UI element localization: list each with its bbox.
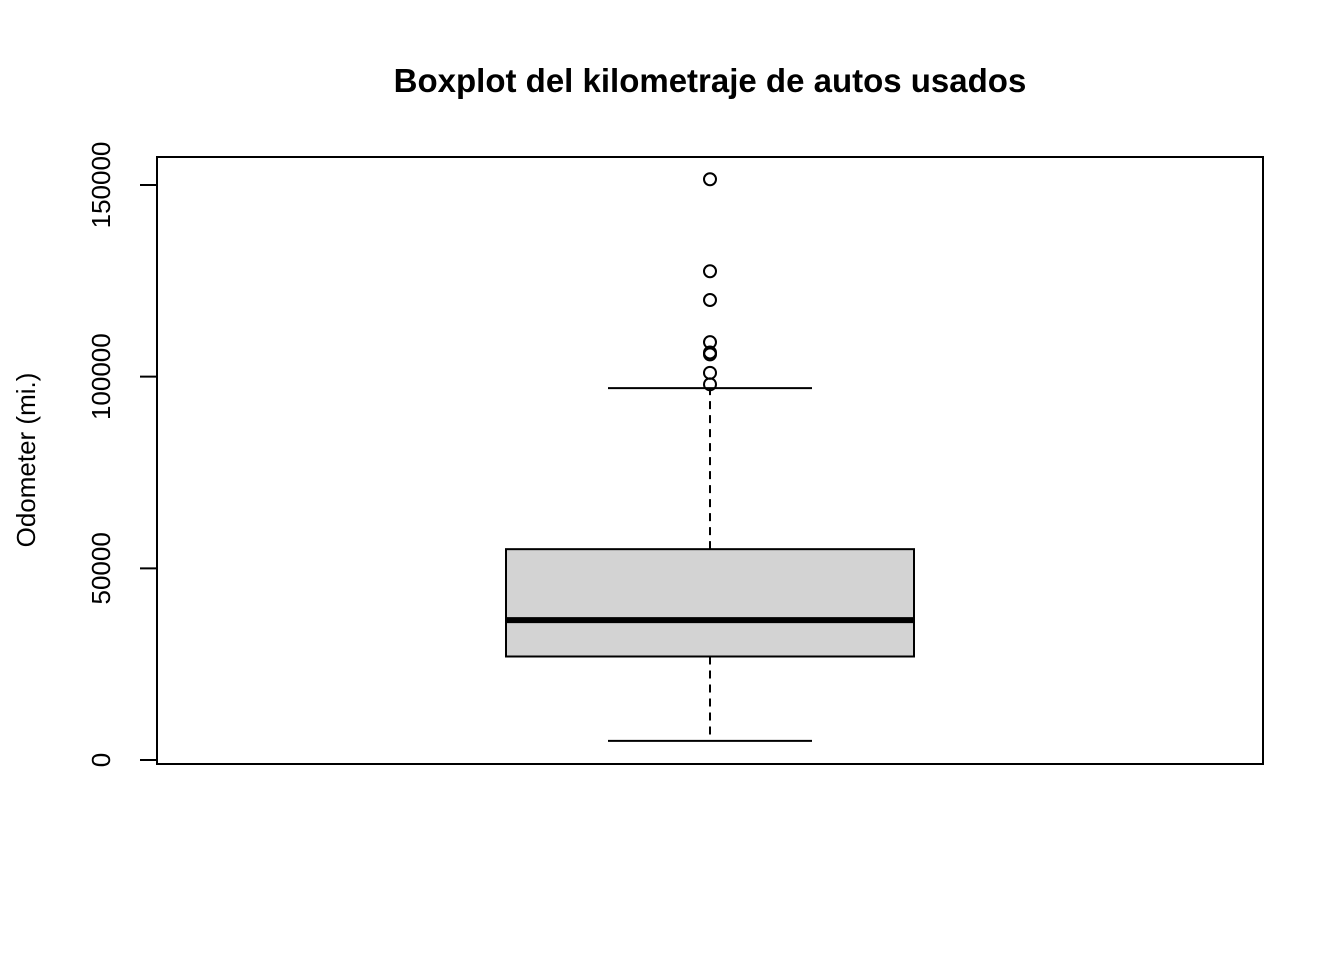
outlier-point xyxy=(703,264,717,279)
outlier-point xyxy=(703,365,717,380)
iqr-box xyxy=(505,548,915,658)
outlier-point xyxy=(703,335,717,350)
outlier-point xyxy=(703,293,717,307)
outlier-point xyxy=(703,172,717,187)
y-axis-label: Odometer (mi.) xyxy=(11,373,41,548)
chart-title: Boxplot del kilometraje de autos usados xyxy=(394,62,1027,99)
y-tick-label: 0 xyxy=(86,753,116,767)
y-tick-label: 150000 xyxy=(86,142,116,229)
y-tick-label: 100000 xyxy=(86,333,116,420)
y-tick-label: 50000 xyxy=(86,532,116,604)
y-axis: 0 50000 100000 150000 xyxy=(86,142,158,767)
box-group xyxy=(505,172,915,742)
outlier-point xyxy=(703,345,717,360)
